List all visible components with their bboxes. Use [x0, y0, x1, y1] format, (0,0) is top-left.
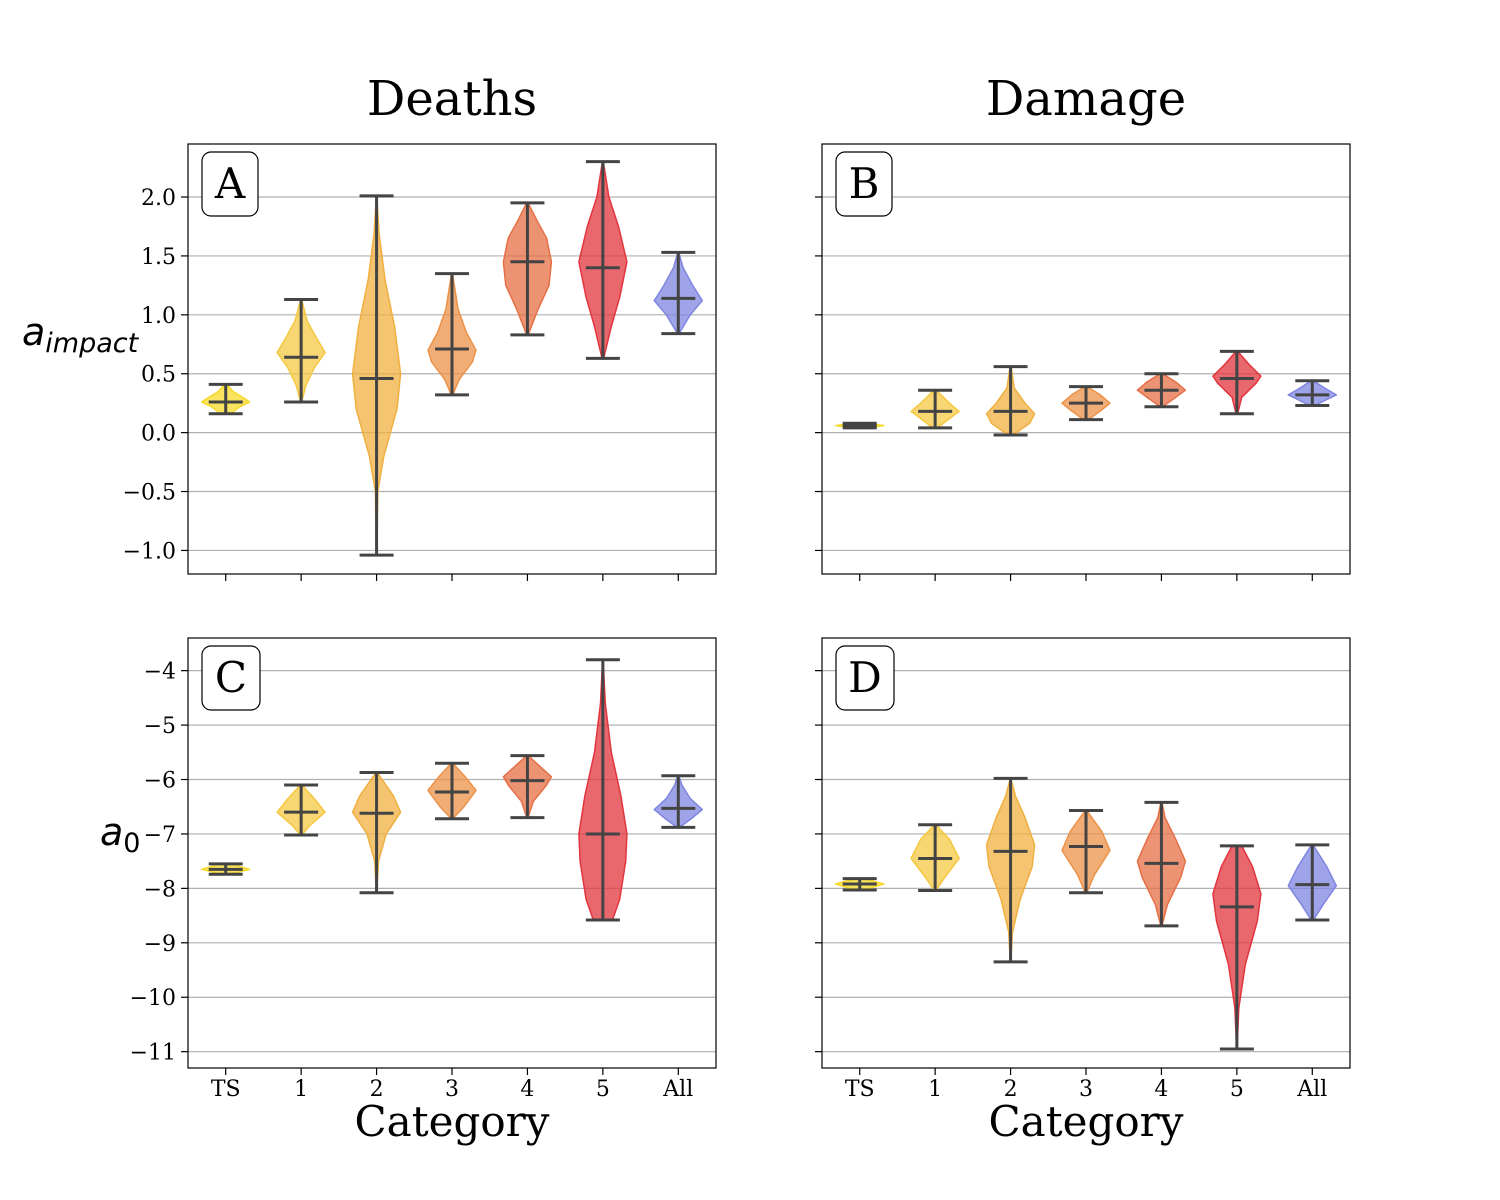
x-tick-label: All	[1296, 1077, 1327, 1102]
panel-b: B	[815, 143, 1351, 581]
x-tick-label: 4	[1154, 1077, 1168, 1102]
y-tick-label: −10	[130, 986, 176, 1011]
plot-frame	[187, 143, 717, 575]
y-tick-label: −6	[144, 769, 176, 794]
y-tick-label: −9	[144, 932, 176, 957]
y-axis-label-top-sub: impact	[45, 328, 139, 359]
panel-label: C	[215, 653, 247, 702]
x-tick-label: 1	[294, 1077, 308, 1102]
x-tick-label: 5	[596, 1077, 610, 1102]
y-tick-label: −4	[144, 660, 176, 685]
y-tick-label: 2.0	[141, 186, 176, 211]
x-tick-label: 1	[928, 1077, 942, 1102]
x-tick-label: TS	[845, 1077, 875, 1102]
panel-label-box	[201, 645, 261, 711]
plot-frame	[821, 637, 1351, 1069]
panel-label: D	[848, 653, 882, 702]
y-tick-label: −8	[144, 877, 176, 902]
column-title-damage: Damage	[986, 71, 1186, 127]
x-tick-label: 3	[445, 1077, 459, 1102]
x-tick-label: All	[662, 1077, 693, 1102]
panels: −1.0−0.50.00.51.01.52.0 A B−11−10−9−8−7−6−…	[123, 143, 1351, 1102]
x-tick-label: 5	[1230, 1077, 1244, 1102]
x-tick-label: 2	[370, 1077, 384, 1102]
y-tick-label: 0.0	[141, 422, 176, 447]
y-tick-label: 1.0	[141, 304, 176, 329]
y-tick-label: 1.5	[141, 245, 176, 270]
y-tick-label: 0.5	[141, 363, 176, 388]
y-axis-label-bottom-main: a	[100, 810, 123, 854]
panel-c: −11 −10 −9 −8 −7 −6 −5 −4 TS 1 2 3 4 5 All C	[130, 637, 717, 1102]
x-tick-label: TS	[211, 1077, 241, 1102]
column-title-deaths: Deaths	[367, 71, 537, 127]
panel-label-box	[835, 151, 893, 217]
y-tick-label: −0.5	[123, 481, 176, 506]
panel-label-box	[835, 645, 895, 711]
y-axis-label-bottom-sub: 0	[123, 828, 140, 859]
plot-frame	[187, 637, 717, 1069]
x-tick-label: 3	[1079, 1077, 1093, 1102]
y-tick-label: −1.0	[123, 539, 176, 564]
y-tick-label: −11	[130, 1041, 176, 1066]
panel-label: B	[849, 159, 880, 208]
panel-label-box	[201, 151, 259, 217]
y-tick-label: −7	[144, 823, 176, 848]
x-axis-label-deaths: Category	[355, 1097, 550, 1146]
panel-a: −1.0 −0.5 0.0 0.5 1.0 1.5 2.0 A	[123, 143, 717, 581]
y-axis-label-bottom: a0	[100, 810, 140, 859]
y-tick-label: −5	[144, 714, 176, 739]
x-tick-label: 4	[520, 1077, 534, 1102]
panel-d: TS 1 2 3 4 5 All D	[815, 637, 1351, 1102]
panel-label: A	[214, 159, 246, 208]
plot-frame	[821, 143, 1351, 575]
y-axis-label-top-main: a	[22, 310, 45, 354]
x-tick-label: 2	[1004, 1077, 1018, 1102]
y-axis-label-top: aimpact	[22, 310, 140, 359]
x-axis-label-damage: Category	[989, 1097, 1184, 1146]
